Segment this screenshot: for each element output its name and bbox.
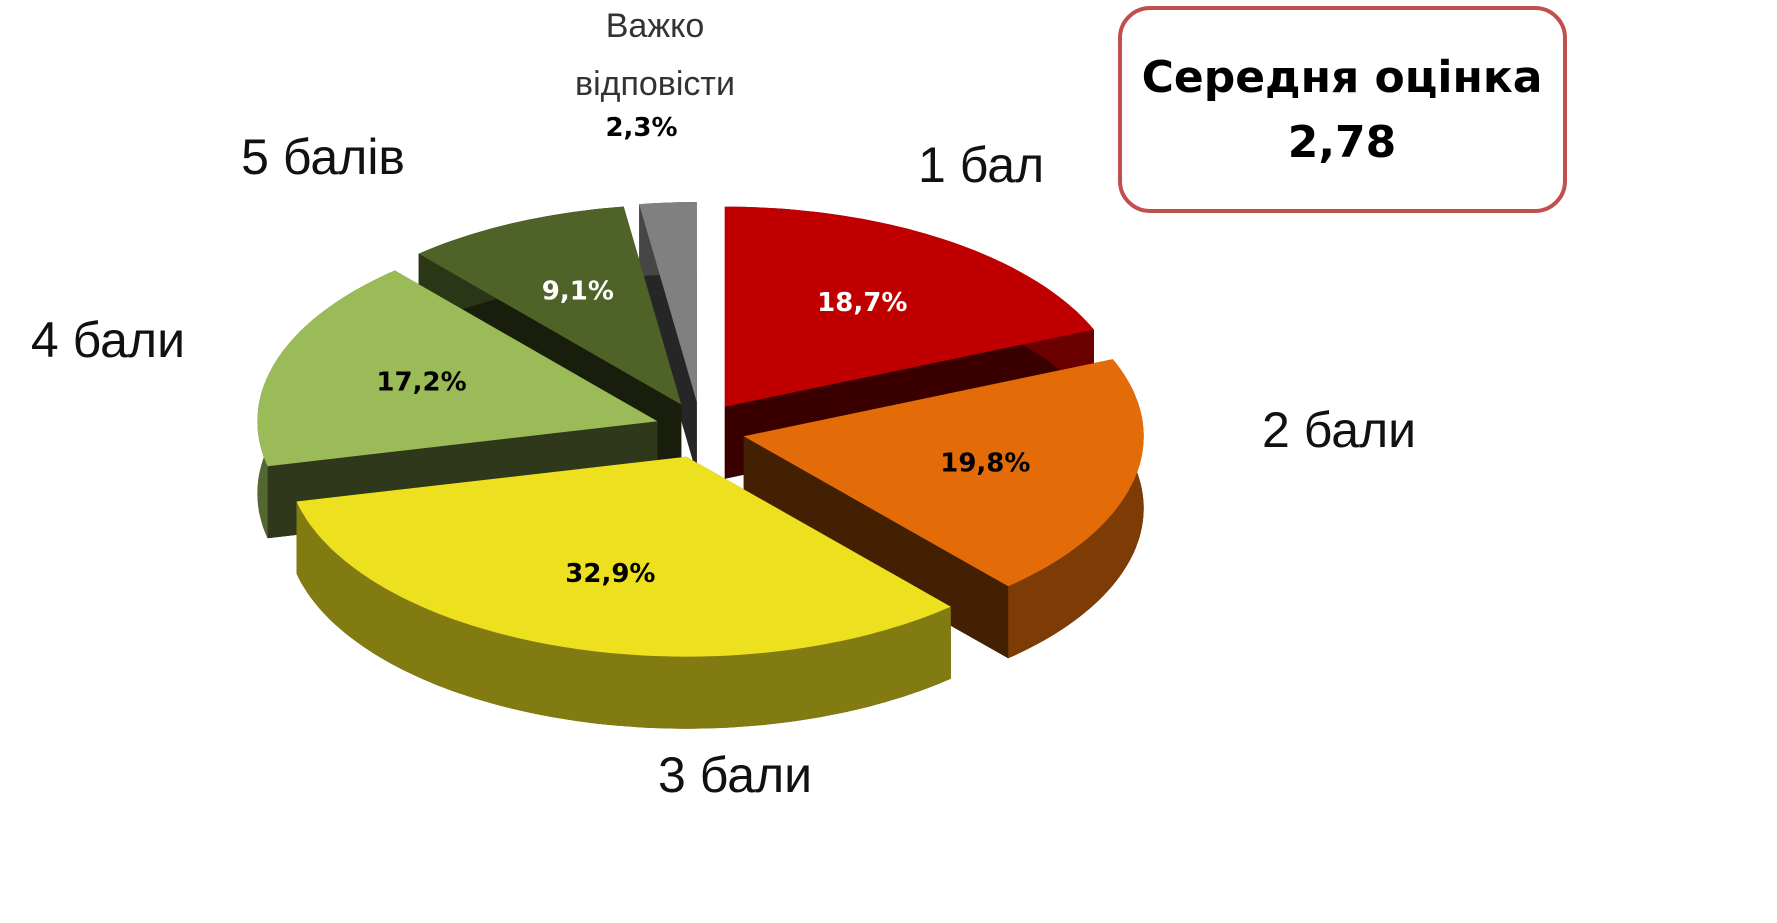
value-label: 9,1% bbox=[542, 276, 614, 306]
category-label: Важко відповісти bbox=[575, 7, 735, 103]
summary-label: Середня оцінка bbox=[1142, 52, 1543, 103]
category-label: 3 бали bbox=[658, 747, 813, 803]
slice-top bbox=[418, 206, 682, 405]
slice bbox=[639, 202, 697, 475]
slice-top bbox=[296, 456, 951, 657]
value-label: 18,7% bbox=[817, 288, 907, 318]
value-label: 19,8% bbox=[940, 449, 1030, 479]
slice bbox=[743, 359, 1144, 659]
slice-top bbox=[724, 206, 1094, 407]
slice-top bbox=[639, 202, 697, 403]
slice bbox=[296, 456, 951, 729]
slice-edge bbox=[1008, 359, 1144, 659]
slice-edge bbox=[296, 501, 951, 729]
category-label: 1 бал bbox=[918, 137, 1045, 193]
category-label: 5 балів bbox=[241, 129, 405, 185]
summary-box bbox=[1118, 6, 1567, 213]
value-label: 2,3% bbox=[605, 113, 677, 143]
slice-top bbox=[743, 359, 1144, 587]
summary-value: 2,78 bbox=[1288, 117, 1397, 168]
slice-top bbox=[257, 270, 658, 467]
category-label: 2 бали bbox=[1262, 402, 1417, 458]
value-label: 17,2% bbox=[376, 368, 466, 398]
value-label: 32,9% bbox=[565, 559, 655, 589]
category-label: 4 бали bbox=[30, 312, 185, 368]
